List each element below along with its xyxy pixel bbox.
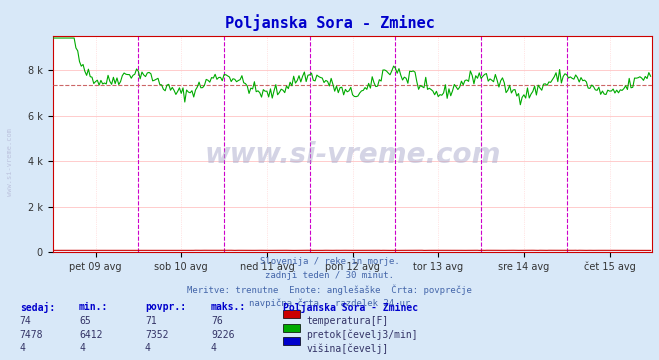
Text: 4: 4: [211, 343, 217, 354]
Text: navpična črta - razdelek 24 ur: navpična črta - razdelek 24 ur: [249, 298, 410, 308]
Text: 6412: 6412: [79, 330, 103, 340]
Text: Poljanska Sora - Zminec: Poljanska Sora - Zminec: [283, 302, 418, 314]
Text: Poljanska Sora - Zminec: Poljanska Sora - Zminec: [225, 14, 434, 31]
Text: www.si-vreme.com: www.si-vreme.com: [7, 128, 13, 196]
Text: temperatura[F]: temperatura[F]: [306, 316, 389, 326]
Text: www.si-vreme.com: www.si-vreme.com: [204, 141, 501, 169]
Text: povpr.:: povpr.:: [145, 302, 186, 312]
Text: 65: 65: [79, 316, 91, 326]
Text: 4: 4: [79, 343, 85, 354]
Text: 7352: 7352: [145, 330, 169, 340]
Text: maks.:: maks.:: [211, 302, 246, 312]
Text: Slovenija / reke in morje.: Slovenija / reke in morje.: [260, 257, 399, 266]
Text: višina[čevelj]: višina[čevelj]: [306, 343, 389, 354]
Text: 71: 71: [145, 316, 157, 326]
Text: min.:: min.:: [79, 302, 109, 312]
Text: 9226: 9226: [211, 330, 235, 340]
Text: 4: 4: [20, 343, 26, 354]
Text: 74: 74: [20, 316, 32, 326]
Text: 76: 76: [211, 316, 223, 326]
Text: Meritve: trenutne  Enote: anglešaške  Črta: povprečje: Meritve: trenutne Enote: anglešaške Črta…: [187, 285, 472, 295]
Text: sedaj:: sedaj:: [20, 302, 55, 314]
Text: 4: 4: [145, 343, 151, 354]
Text: zadnji teden / 30 minut.: zadnji teden / 30 minut.: [265, 271, 394, 280]
Text: pretok[čevelj3/min]: pretok[čevelj3/min]: [306, 330, 418, 340]
Text: 7478: 7478: [20, 330, 43, 340]
